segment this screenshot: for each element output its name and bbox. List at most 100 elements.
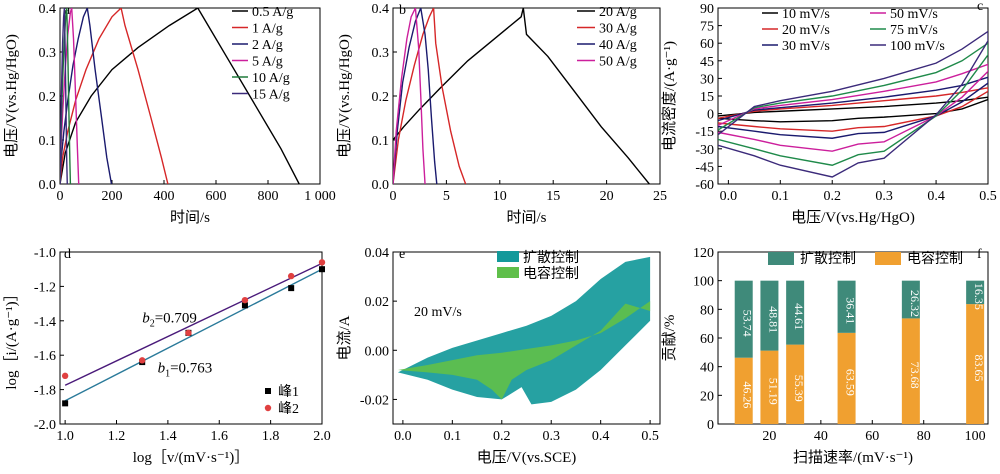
- y-axis-label: 电压/V(vs.Hg/HgO): [336, 34, 353, 158]
- slope-annotation: b2=0.709: [142, 311, 197, 330]
- bar-label: 55.39: [792, 375, 806, 402]
- y-tick-label: 90: [700, 2, 714, 17]
- y-tick-label: 75: [700, 20, 714, 35]
- legend-label: 1 A/g: [252, 22, 283, 37]
- bar-label: 51.19: [766, 378, 780, 405]
- y-tick-label: 0.0: [372, 178, 390, 193]
- bar-capacitive: [837, 332, 856, 424]
- slope-annotation: b1=0.763: [158, 360, 213, 379]
- x-tick-label: 0.2: [493, 429, 511, 444]
- x-axis-label: 时间/s: [506, 209, 546, 226]
- plot-frame: [59, 251, 323, 425]
- fit-line: [64, 262, 322, 386]
- y-tick-label: 40: [700, 361, 714, 376]
- panel-letter: b: [399, 3, 406, 18]
- series-line: [718, 87, 988, 132]
- y-tick-label: -30: [695, 143, 714, 158]
- plot-area: [64, 262, 322, 402]
- series-line: [393, 8, 650, 184]
- y-tick-label: -0.02: [360, 393, 389, 408]
- x-tick-label: 15: [546, 189, 560, 204]
- series-line: [718, 63, 988, 152]
- legend-label: 扩散控制: [800, 251, 856, 267]
- legend-swatch: [875, 252, 901, 265]
- legend-label: 75 mV/s: [890, 23, 938, 38]
- x-tick-label: 400: [154, 189, 175, 204]
- bar-label: 53.74: [741, 310, 755, 337]
- legend-marker: [265, 388, 271, 394]
- y-tick-label: 80: [700, 303, 714, 318]
- x-tick-label: 1 000: [304, 189, 336, 204]
- panel-f: 20 40 60 80 100 0 20 40 60 80 100 120 扫描速率/(mV·s⁻¹) 贡…: [661, 246, 989, 466]
- legend-label: 30 mV/s: [782, 39, 830, 54]
- y-tick-label: 30: [700, 72, 714, 87]
- x-tick-label: 1.6: [211, 429, 229, 444]
- x-tick-label: 200: [102, 189, 123, 204]
- series-line: [60, 8, 68, 184]
- y-tick-label: 20: [700, 389, 714, 404]
- x-tick-label: 20: [600, 189, 614, 204]
- data-point: [318, 259, 326, 266]
- legend-label: 峰2: [278, 401, 299, 417]
- panel-b: 0 5 10 15 20 25 0.0 0.1 0.2 0.3 0.4 时间/s 电压/V(vs.Hg/…: [336, 2, 667, 226]
- bar-label: 83.65: [972, 355, 986, 382]
- legend-label: 电容控制: [907, 250, 963, 267]
- bar-label: 36.41: [844, 297, 858, 324]
- y-tick-label: -45: [695, 160, 714, 175]
- legend-label: 5 A/g: [252, 55, 283, 70]
- y-tick-label: 0.2: [372, 90, 390, 105]
- panel-d: 1.0 1.2 1.4 1.6 1.8 2.0 -2.0 -1.8 -1.6 -1.4 -1.2 -1…: [3, 246, 331, 466]
- x-tick-label: 0: [390, 189, 397, 204]
- x-tick-label: 0.1: [772, 189, 790, 204]
- x-axis-label: 时间/s: [170, 209, 210, 226]
- legend-label: 0.5 A/g: [252, 5, 293, 20]
- y-tick-label: 15: [700, 90, 714, 105]
- data-point: [241, 296, 249, 304]
- plot-frame: [392, 251, 661, 425]
- bar-diffusion: [734, 280, 753, 358]
- x-tick-label: 0.5: [641, 429, 659, 444]
- y-tick-label: -1.6: [34, 349, 56, 364]
- bar-capacitive: [966, 304, 985, 424]
- bar-label: 16.35: [972, 283, 986, 310]
- series-line: [393, 8, 438, 184]
- legend-label: 2 A/g: [252, 38, 283, 53]
- y-axis-label: 电流/A: [336, 315, 353, 360]
- legend-label: 15 A/g: [252, 88, 290, 103]
- legend-label: 30 A/g: [599, 22, 637, 37]
- y-axis-label: 电压/V(vs.Hg/HgO): [3, 34, 20, 158]
- legend-label: 50 A/g: [599, 55, 637, 70]
- bar-diffusion: [901, 280, 920, 319]
- x-tick-label: 1.0: [56, 429, 74, 444]
- legend-label: 20 A/g: [599, 5, 637, 20]
- y-tick-label: 120: [693, 246, 714, 261]
- legend-label: 电容控制: [523, 265, 579, 282]
- x-tick-label: 800: [258, 189, 279, 204]
- legend-label: 100 mV/s: [890, 39, 945, 54]
- x-tick-label: 40: [814, 429, 828, 444]
- y-tick-label: 60: [700, 332, 714, 347]
- y-axis-label: log［i/(A·g⁻¹)］: [3, 286, 20, 389]
- x-tick-label: 60: [865, 429, 879, 444]
- y-tick-label: -1.0: [34, 246, 56, 261]
- series-line: [60, 8, 113, 184]
- y-tick-label: 0: [707, 418, 714, 433]
- panel-letter: f: [977, 247, 982, 262]
- y-tick-label: -1.2: [34, 280, 56, 295]
- bar-label: 73.68: [908, 362, 922, 389]
- x-axis-label: 扫描速率/(mV·s⁻¹): [793, 449, 913, 466]
- bar-label: 63.59: [844, 369, 858, 396]
- series-line: [60, 8, 80, 184]
- bar-capacitive: [760, 350, 779, 424]
- x-tick-label: 20: [762, 429, 776, 444]
- scan-rate-annotation: 20 mV/s: [414, 305, 462, 320]
- x-tick-label: 0.1: [444, 429, 462, 444]
- x-axis-label: 电压/V(vs.SCE): [477, 449, 577, 466]
- series-line: [393, 8, 467, 184]
- legend-label: 50 mV/s: [890, 7, 938, 22]
- legend-label: 20 mV/s: [782, 23, 830, 38]
- x-tick-label: 2.0: [313, 429, 331, 444]
- x-tick-label: 0.2: [823, 189, 841, 204]
- panel-c: 0.0 0.1 0.2 0.3 0.4 0.5 -60 -45 -30 -15 0 15 30 45 60 7…: [661, 0, 997, 226]
- bar-capacitive: [734, 357, 753, 424]
